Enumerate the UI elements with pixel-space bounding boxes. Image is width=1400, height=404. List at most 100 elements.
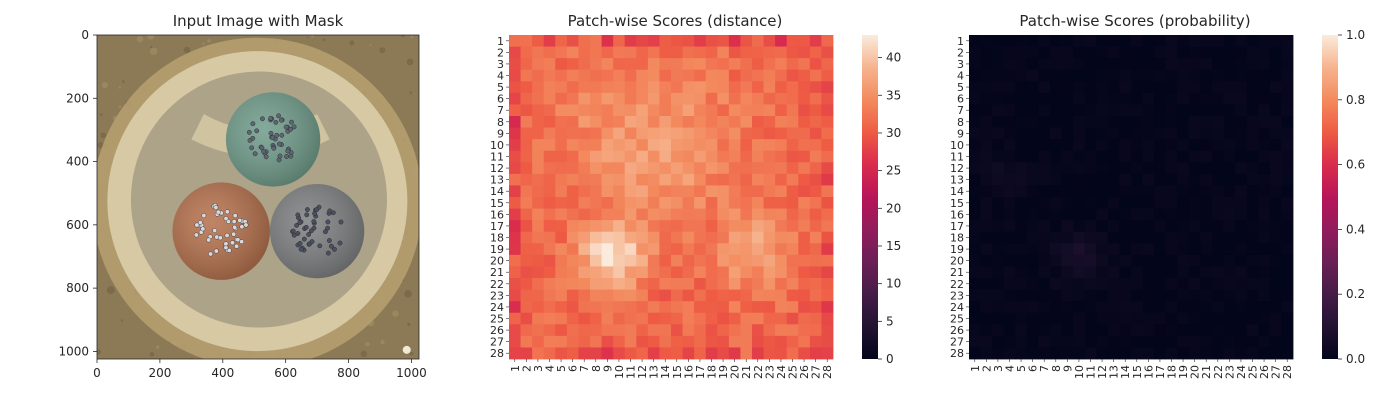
- heatmap-cell: [647, 324, 660, 337]
- heatmap-cell: [659, 324, 672, 337]
- heatmap-cell: [520, 46, 533, 59]
- heatmap-cell: [1073, 185, 1086, 198]
- heatmap-cell: [1258, 220, 1271, 233]
- heatmap-cell: [1038, 243, 1051, 256]
- heatmap-cell: [613, 127, 626, 140]
- heatmap-cell: [671, 150, 683, 163]
- heatmap-cell: [1165, 301, 1178, 314]
- heatmap-cell: [1188, 127, 1201, 140]
- heatmap-cell: [798, 312, 811, 325]
- heatmap-cell: [532, 254, 545, 267]
- heatmap-cell: [786, 347, 799, 360]
- heatmap-cell: [566, 254, 579, 267]
- cable-top-wire: [276, 141, 282, 147]
- heatmap-cell: [752, 231, 764, 244]
- heatmap-cell: [682, 116, 695, 128]
- x-tick-label: 21: [1200, 365, 1213, 379]
- heatmap-cell: [740, 162, 753, 175]
- heatmap-cell: [1212, 347, 1224, 360]
- heatmap-cell: [775, 173, 788, 186]
- heatmap-cell: [1050, 335, 1062, 348]
- heatmap-cell: [980, 220, 993, 233]
- heatmap-cell: [1050, 150, 1062, 163]
- heatmap-cell: [1119, 173, 1132, 186]
- heatmap-cell: [969, 347, 981, 360]
- heatmap-cell: [717, 58, 730, 71]
- heatmap-cell: [740, 312, 753, 325]
- panel3-title: Patch-wise Scores (probability): [1019, 12, 1250, 30]
- heatmap-cell: [1015, 254, 1028, 267]
- texture-speck: [406, 58, 414, 66]
- heatmap-cell: [1096, 208, 1109, 221]
- cable-right-wire: [311, 219, 317, 224]
- heatmap-cell: [509, 116, 521, 128]
- heatmap-cell: [636, 220, 649, 233]
- colorbar-tick-label: 0.8: [1346, 93, 1365, 107]
- heatmap-cell: [1235, 301, 1248, 314]
- heatmap-cell: [1258, 81, 1271, 94]
- heatmap-cell: [786, 324, 799, 337]
- cable-left-wire: [243, 222, 249, 228]
- heatmap-cell: [763, 335, 776, 348]
- heatmap-cell: [1119, 197, 1132, 209]
- heatmap-cell: [555, 197, 568, 209]
- heatmap-cell: [636, 46, 649, 59]
- heatmap-cell: [728, 266, 741, 279]
- heatmap-cell: [1096, 301, 1109, 314]
- heatmap-cell: [1281, 150, 1294, 163]
- heatmap-cell: [705, 127, 718, 140]
- y-tick-label: 22: [490, 278, 504, 291]
- heatmap-cell: [821, 347, 834, 360]
- heatmap-cell: [1050, 243, 1062, 256]
- heatmap-cell: [1061, 69, 1074, 82]
- heatmap-cell: [659, 254, 672, 267]
- x-tick-label: 24: [775, 365, 788, 379]
- heatmap-cell: [1084, 197, 1097, 209]
- y-tick-label: 7: [957, 104, 964, 117]
- heatmap-cell: [1188, 324, 1201, 337]
- heatmap-cell: [786, 35, 799, 47]
- heatmap-cell: [1258, 197, 1271, 209]
- heatmap-cell: [647, 254, 660, 267]
- heatmap-cell: [1235, 173, 1248, 186]
- x-tick-label: 6: [1027, 365, 1040, 372]
- heatmap-cell: [1154, 278, 1167, 290]
- heatmap-cell: [1038, 185, 1051, 198]
- heatmap-cell: [1142, 220, 1155, 233]
- heatmap-cell: [1119, 220, 1132, 233]
- heatmap-cell: [1212, 335, 1224, 348]
- heatmap-cell: [705, 185, 718, 198]
- texture-speck: [100, 132, 107, 139]
- heatmap-cell: [1107, 254, 1120, 267]
- heatmap-cell: [740, 92, 753, 105]
- heatmap-cell: [1119, 116, 1132, 128]
- heatmap-cell: [1015, 58, 1028, 71]
- heatmap-cell: [1223, 58, 1236, 71]
- heatmap-cell: [1073, 81, 1086, 94]
- heatmap-cell: [1177, 312, 1190, 325]
- heatmap-cell: [786, 289, 799, 302]
- texture-speck: [379, 47, 386, 54]
- heatmap-cell: [647, 243, 660, 256]
- heatmap-cell: [1212, 69, 1224, 82]
- heatmap-cell: [590, 139, 602, 152]
- y-tick-label: 5: [957, 81, 964, 94]
- heatmap-cell: [1073, 335, 1086, 348]
- heatmap-cell: [1212, 254, 1224, 267]
- heatmap-cell: [717, 278, 730, 290]
- heatmap-cell: [1061, 104, 1074, 117]
- heatmap-cell: [636, 58, 649, 71]
- heatmap-cell: [532, 289, 545, 302]
- heatmap-cell: [1177, 324, 1190, 337]
- heatmap-cell: [1107, 266, 1120, 279]
- heatmap-cell: [1246, 35, 1259, 47]
- heatmap-cell: [786, 139, 799, 152]
- heatmap-cell: [980, 335, 993, 348]
- heatmap-cell: [532, 150, 545, 163]
- heatmap-cell: [705, 220, 718, 233]
- heatmap-cell: [1050, 312, 1062, 325]
- heatmap-cell: [1096, 243, 1109, 256]
- heatmap-cell: [980, 35, 993, 47]
- heatmap-cell: [694, 173, 707, 186]
- heatmap-cell: [728, 289, 741, 302]
